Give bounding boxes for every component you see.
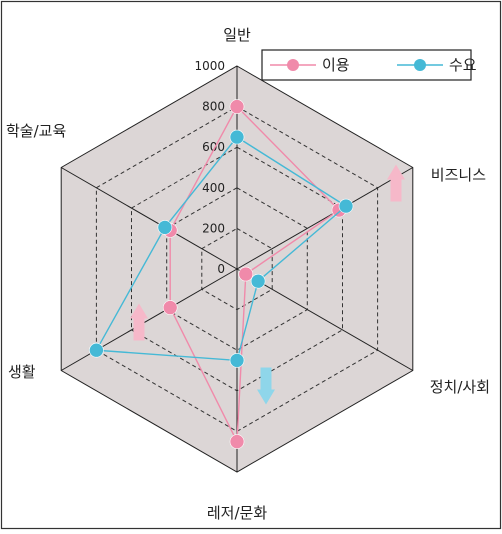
data-point-0-2 xyxy=(238,266,254,282)
radial-tick-label: 1000 xyxy=(194,59,225,73)
axis-line-5 xyxy=(60,167,238,270)
radial-tick-label: 400 xyxy=(202,181,225,195)
trend-arrow-up-1 xyxy=(130,303,148,341)
legend-marker-demand xyxy=(414,59,426,71)
data-point-0-3 xyxy=(229,434,245,449)
trend-arrow-down-2 xyxy=(257,367,275,405)
axis-line-2 xyxy=(236,268,414,371)
axis-label-5: 학술/교육 xyxy=(6,122,66,140)
axis-label-0: 일반 xyxy=(223,26,251,44)
legend-label-demand: 수요 xyxy=(449,56,477,74)
axis-label-2: 정치/사회 xyxy=(430,378,490,396)
data-point-1-1 xyxy=(338,198,354,214)
legend-marker-usage xyxy=(287,59,299,71)
radial-tick-label: 600 xyxy=(202,140,225,154)
series-layer xyxy=(89,99,354,449)
radial-tick-label: 0 xyxy=(217,262,225,276)
data-point-1-0 xyxy=(229,129,245,145)
axis-line-1 xyxy=(236,167,414,270)
axis-label-4: 생활 xyxy=(8,363,36,381)
legend-label-usage: 이용 xyxy=(322,56,350,74)
data-point-0-0 xyxy=(229,99,245,114)
axis-label-1: 비즈니스 xyxy=(431,166,486,184)
data-point-1-5 xyxy=(157,220,173,235)
radial-tick-label: 800 xyxy=(202,100,225,114)
legend: 이용 수요 xyxy=(261,49,477,81)
trend-arrows xyxy=(130,164,405,405)
data-point-1-2 xyxy=(250,273,266,289)
data-point-1-3 xyxy=(229,353,245,368)
data-point-0-4 xyxy=(162,300,178,315)
axis-label-3: 레저/문화 xyxy=(207,504,267,522)
radial-tick-label: 200 xyxy=(202,221,225,235)
radial-tick-labels: 0 200 400 600 800 1000 xyxy=(194,59,225,276)
data-point-1-4 xyxy=(89,342,104,358)
trend-arrow-up-0 xyxy=(387,164,405,202)
